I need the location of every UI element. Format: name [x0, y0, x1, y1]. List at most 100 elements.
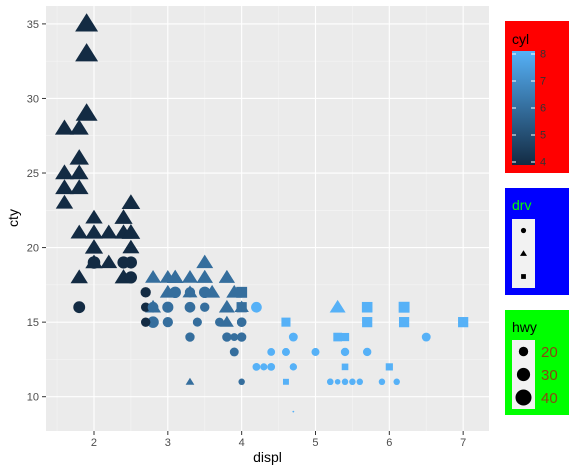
legend-drv-triangle-icon: [519, 250, 528, 256]
x-axis: 2 3 4 5 6 7: [91, 431, 466, 449]
data-point: [114, 209, 133, 224]
data-point: [69, 119, 89, 135]
data-point: [218, 299, 235, 313]
legend-hwy-circle-icon: [518, 346, 529, 357]
data-point: [69, 179, 89, 195]
data-point: [162, 301, 174, 313]
y-tick-label: 35: [27, 19, 39, 31]
legend-hwy: hwy 20 30 40: [505, 310, 569, 415]
data-point: [334, 378, 341, 385]
legend-drv: drv 4 fr: [505, 188, 569, 295]
data-point: [385, 363, 393, 371]
data-point: [356, 378, 364, 386]
data-point: [236, 302, 247, 313]
data-point: [55, 179, 74, 195]
data-point: [458, 317, 469, 328]
y-tick-label: 20: [27, 243, 39, 255]
legend-drv-label: r: [540, 272, 544, 284]
data-point: [398, 301, 410, 313]
data-point: [124, 271, 138, 284]
data-point: [181, 269, 198, 283]
data-point: [340, 347, 350, 357]
data-point: [140, 287, 151, 298]
y-tick-label: 10: [27, 392, 39, 404]
legend-drv-title: drv: [512, 197, 531, 213]
data-point: [341, 363, 349, 371]
data-point: [166, 269, 184, 283]
data-point: [184, 301, 196, 313]
data-point: [121, 194, 141, 210]
legend-cyl-ticks: 4 5 6 7 8: [512, 49, 546, 169]
data-point: [215, 317, 224, 327]
data-point: [198, 286, 211, 299]
data-point: [327, 378, 334, 386]
data-point: [69, 164, 89, 180]
data-point: [185, 332, 195, 342]
data-point: [85, 254, 103, 269]
y-tick-label: 25: [27, 168, 39, 180]
legend-drv-items: 4 fr: [512, 219, 546, 288]
data-point: [192, 317, 202, 327]
data-point: [230, 333, 239, 341]
data-point: [122, 239, 140, 254]
data-point: [378, 378, 386, 386]
data-point: [55, 164, 74, 180]
x-tick-label: 7: [460, 437, 466, 449]
data-point: [282, 378, 289, 385]
data-point: [196, 254, 214, 269]
data-point: [362, 347, 372, 357]
legend-cyl: cyl 4 5 6 7 8: [505, 21, 569, 173]
data-point: [85, 209, 103, 224]
legend-cyl-label: 6: [540, 103, 546, 115]
data-point: [361, 301, 373, 313]
data-point: [311, 348, 320, 356]
data-point: [292, 410, 295, 413]
data-point: [251, 301, 262, 313]
legend-drv-square-icon: [521, 274, 526, 279]
data-point: [282, 348, 290, 356]
data-point: [236, 317, 247, 327]
data-point: [73, 301, 86, 314]
y-tick-label: 30: [27, 93, 39, 105]
data-point: [147, 316, 159, 328]
legend-cyl-label: 5: [540, 130, 546, 142]
data-point: [84, 239, 104, 254]
data-point: [54, 119, 74, 135]
data-point: [236, 332, 247, 342]
data-point: [349, 378, 356, 386]
data-point: [341, 378, 349, 386]
data-point: [333, 332, 342, 342]
data-point: [147, 301, 159, 313]
data-point: [398, 317, 410, 328]
data-point: [196, 269, 213, 283]
data-point: [289, 333, 298, 341]
data-point: [162, 316, 173, 328]
data-point: [85, 224, 103, 239]
x-tick-label: 5: [312, 437, 318, 449]
data-point: [218, 269, 235, 283]
legend-hwy-circle-icon: [516, 367, 531, 382]
data-point: [100, 224, 118, 239]
data-point: [140, 317, 151, 327]
y-tick-label: 15: [27, 317, 39, 329]
data-point: [226, 284, 243, 298]
data-point: [145, 269, 162, 283]
x-tick-label: 3: [165, 437, 171, 449]
data-point: [200, 302, 210, 312]
y-axis-title: cty: [5, 209, 21, 227]
data-point: [267, 348, 276, 356]
legend-hwy-label: 40: [541, 390, 558, 407]
data-point: [222, 332, 232, 342]
data-point: [267, 362, 276, 371]
major-gridlines: [46, 6, 489, 431]
data-point: [236, 286, 248, 298]
data-point: [121, 224, 141, 239]
legend-hwy-circle-icon: [515, 389, 532, 406]
legend-hwy-label: 20: [541, 344, 558, 361]
data-point: [70, 224, 88, 239]
data-point: [55, 194, 74, 209]
data-point: [185, 377, 195, 385]
data-point: [289, 363, 297, 371]
minor-gridlines: [46, 6, 489, 431]
